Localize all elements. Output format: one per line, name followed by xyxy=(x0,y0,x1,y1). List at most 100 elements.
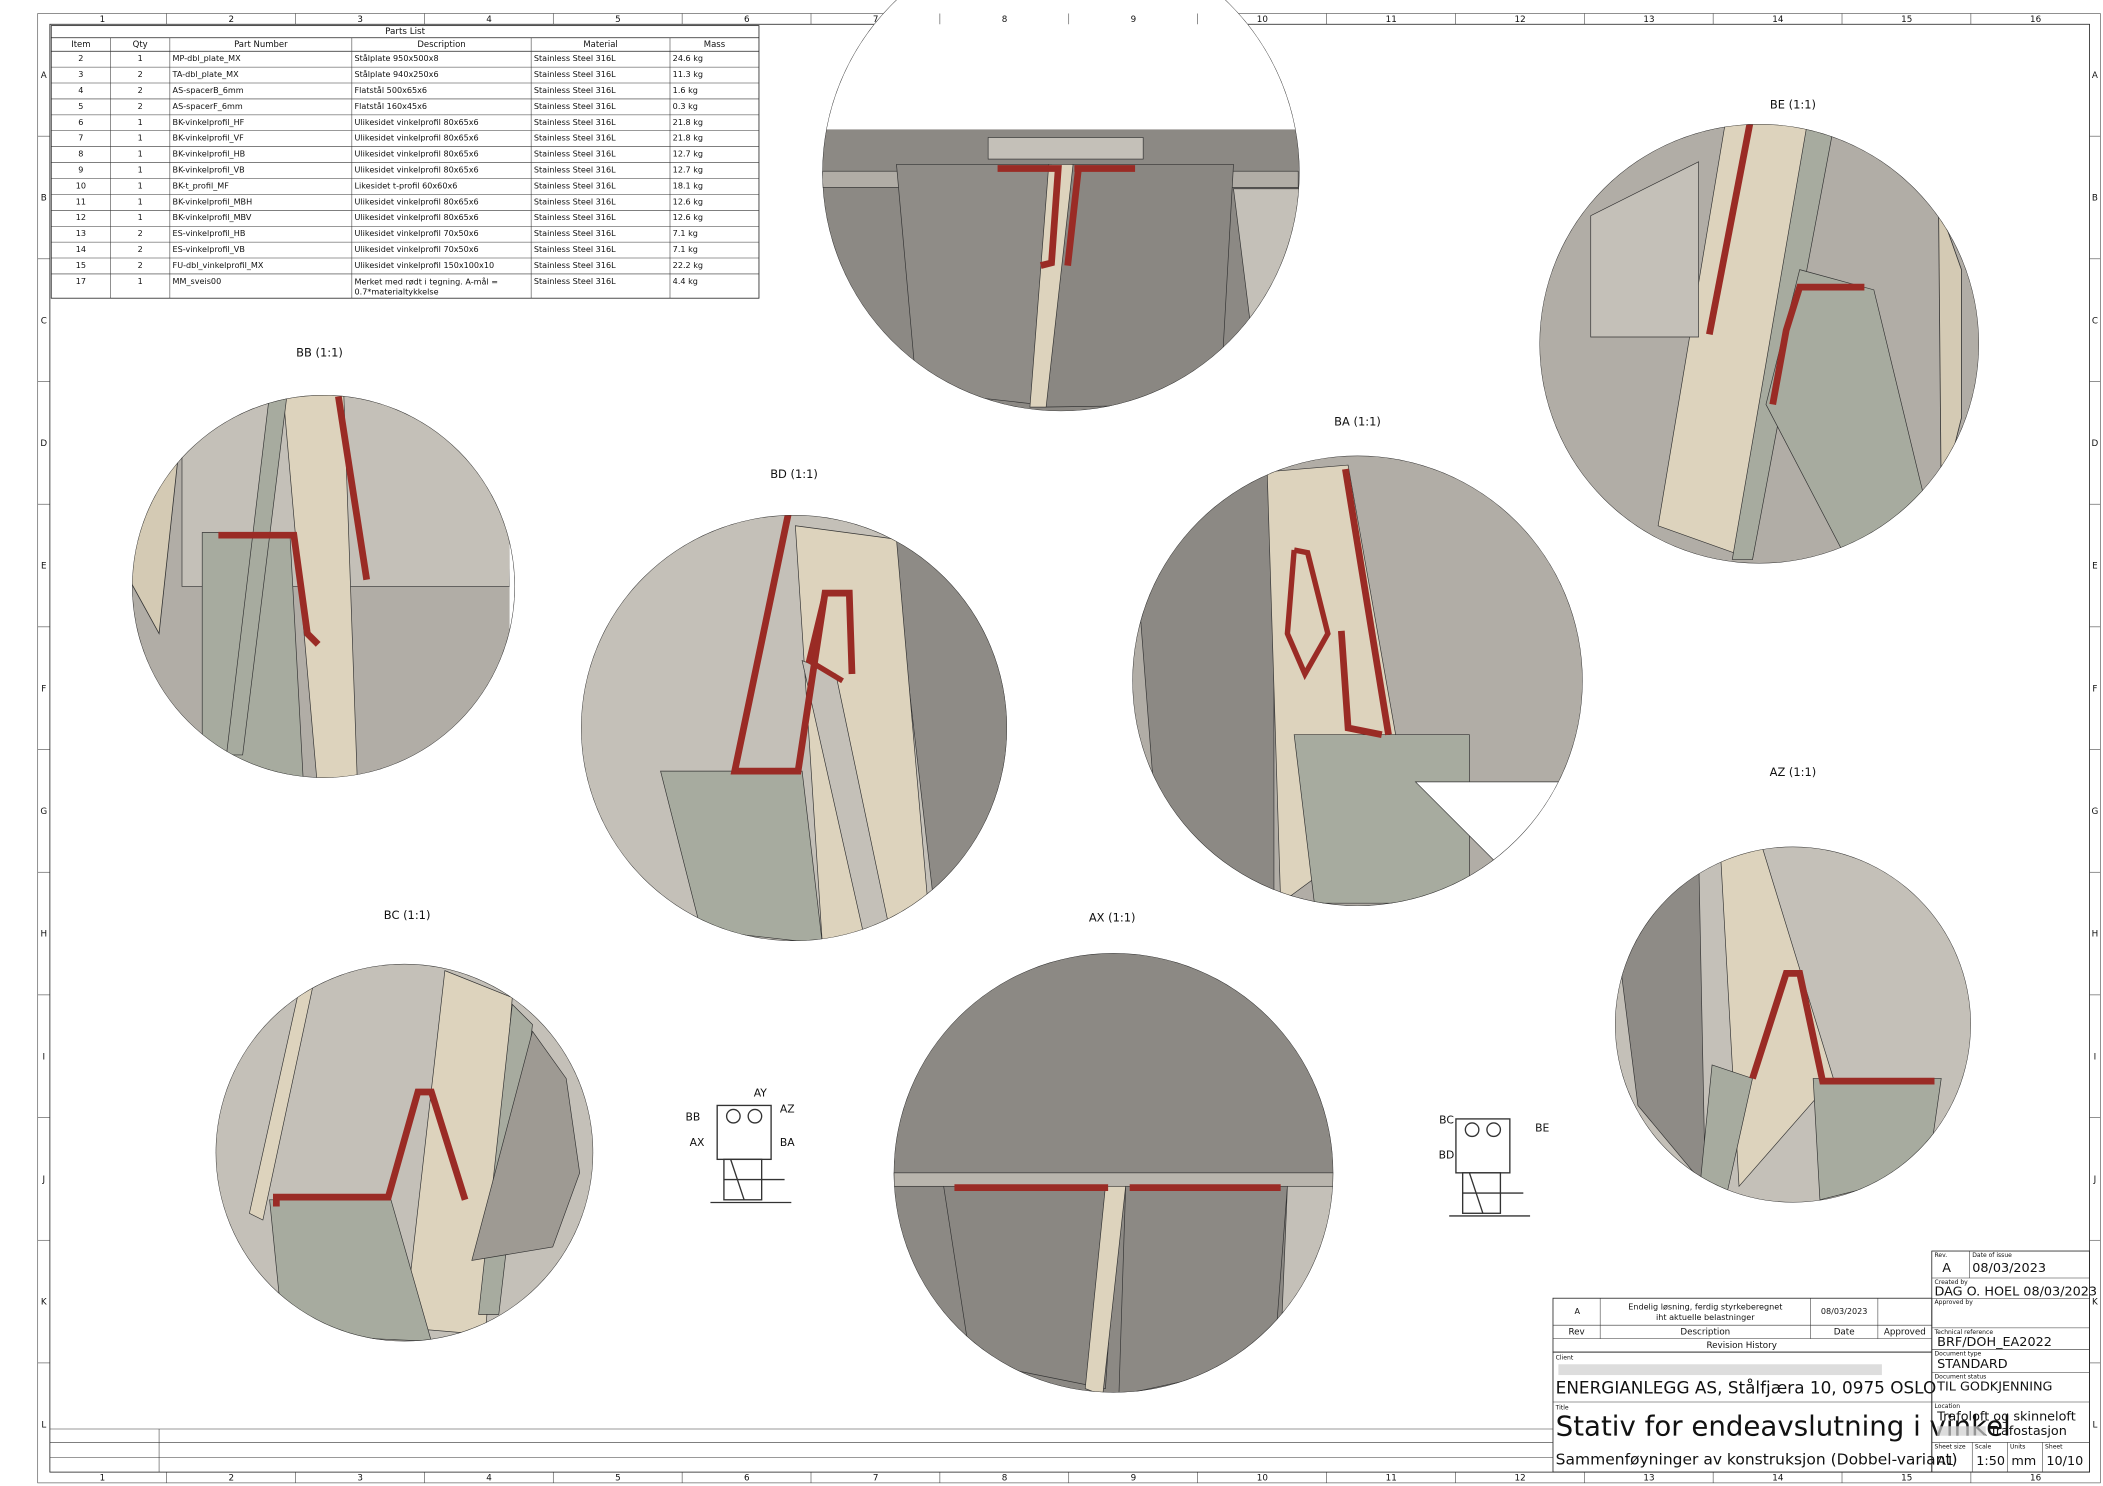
column-label: 13 xyxy=(1643,1474,1654,1484)
table-cell: Stainless Steel 316L xyxy=(534,53,616,63)
field-label: Sheet size xyxy=(1934,1444,1965,1451)
frame-part xyxy=(1468,1172,1484,1214)
table-cell: Stålplate 940x250x6 xyxy=(355,69,439,79)
cell-line: Merket med rødt i tegning. A-mål = xyxy=(355,276,499,286)
frame-part xyxy=(747,1108,763,1124)
column-label: 11 xyxy=(1386,15,1397,25)
table-cell: Stainless Steel 316L xyxy=(534,228,616,238)
table-cell: ES-vinkelprofil_HB xyxy=(173,228,246,238)
table-cell: 4.4 kg xyxy=(673,276,698,286)
table-cell: AS-spacerF_6mm xyxy=(173,101,243,111)
table-cell: MM_sveis00 xyxy=(173,276,222,286)
field-label: Document status xyxy=(1934,1373,1986,1380)
column-label: 3 xyxy=(357,1474,363,1484)
table-cell: Stainless Steel 316L xyxy=(534,244,616,254)
field-value: Trafoloft og skinneloft xyxy=(1936,1409,2076,1424)
column-label: 14 xyxy=(1772,15,1784,25)
column-label: 1 xyxy=(100,15,106,25)
view-part xyxy=(471,1030,581,1261)
table-cell: 12.6 kg xyxy=(673,196,703,206)
revision-cell: A xyxy=(1574,1306,1580,1316)
frame-part xyxy=(1464,1122,1480,1138)
table-cell: 1 xyxy=(138,133,143,143)
view-part xyxy=(730,514,856,775)
revision-header: Description xyxy=(1680,1327,1730,1337)
table-cell: 2 xyxy=(138,260,143,270)
overview-label: BC xyxy=(1439,1113,1454,1126)
row-label: B xyxy=(2092,194,2098,204)
row-label: J xyxy=(2093,1175,2097,1185)
table-cell: 1 xyxy=(138,53,143,63)
field-value: DAG O. HOEL 08/03/2023 xyxy=(1934,1285,2097,1300)
column-label: 7 xyxy=(873,1474,879,1484)
field-value: 1:50 xyxy=(1976,1454,2005,1469)
view-part xyxy=(1769,283,1865,406)
view-label: BB (1:1) xyxy=(296,346,343,360)
overview-label: AY xyxy=(754,1086,768,1099)
view-part xyxy=(1590,161,1699,338)
field-value: STANDARD xyxy=(1937,1357,2008,1372)
row-label: C xyxy=(2092,316,2098,326)
table-cell: Stainless Steel 316L xyxy=(534,69,616,79)
field-label: Rev. xyxy=(1934,1252,1947,1259)
column-label: 2 xyxy=(229,1474,235,1484)
row-label: H xyxy=(2092,930,2099,940)
field-label: Scale xyxy=(1975,1444,1992,1451)
table-cell: 13 xyxy=(76,228,86,238)
row-label: F xyxy=(2092,684,2097,694)
row-label: E xyxy=(41,562,47,572)
table-cell: Ulikesidet vinkelprofil 80x65x6 xyxy=(355,149,479,159)
table-cell: Merket med rødt i tegning. A-mål = 0.7*ma… xyxy=(355,276,499,296)
field-label: Sheet xyxy=(2045,1444,2063,1451)
parts-list-frame: Parts List Item Qty Part Number Description M… xyxy=(50,25,760,299)
table-cell: Stainless Steel 316L xyxy=(534,117,616,127)
view-part xyxy=(1064,165,1136,266)
table-cell: Ulikesidet vinkelprofil 80x65x6 xyxy=(355,164,479,174)
cell-line: 0.7*materialtykkelse xyxy=(355,286,439,296)
table-cell: 21.8 kg xyxy=(673,133,703,143)
table-cell: 10 xyxy=(76,180,86,190)
detail-views: AY (1:1)BE (1:1)BB (1:1)BD (1:1)BA (1:1)… xyxy=(132,0,1979,1393)
table-cell: Stainless Steel 316L xyxy=(534,212,616,222)
table-cell: Flatstål 160x45x6 xyxy=(355,101,428,111)
field-label: Date of issue xyxy=(1972,1252,2012,1259)
row-label: I xyxy=(43,1052,46,1062)
overview-label: BD xyxy=(1439,1148,1455,1161)
view-part xyxy=(272,1088,469,1207)
table-cell: Ulikesidet vinkelprofil 80x65x6 xyxy=(355,212,479,222)
column-header: Item xyxy=(71,40,90,50)
table-cell: 4 xyxy=(78,85,83,95)
overview-label: AZ xyxy=(780,1102,795,1115)
table-cell: Stålplate 950x500x8 xyxy=(355,53,439,63)
row-label: I xyxy=(2094,1052,2097,1062)
detail-view xyxy=(215,963,594,1342)
table-cell: 3 xyxy=(78,69,83,79)
row-label: K xyxy=(41,1298,47,1308)
row-label: H xyxy=(41,930,48,940)
revision-caption: Revision History xyxy=(1706,1341,1776,1351)
table-cell: Ulikesidet vinkelprofil 80x65x6 xyxy=(355,117,479,127)
redacted xyxy=(1558,1364,1882,1376)
table-cell: Ulikesidet vinkelprofil 80x65x6 xyxy=(355,196,479,206)
field-label: Approved by xyxy=(1934,1299,1973,1306)
table-cell: 12.7 kg xyxy=(673,164,703,174)
column-label: 10 xyxy=(1257,1474,1268,1484)
table-cell: 1 xyxy=(138,276,143,286)
table-cell: 24.6 kg xyxy=(673,53,703,63)
table-cell: 2 xyxy=(78,53,83,63)
overview-frame xyxy=(1449,1118,1531,1217)
table-cell: TA-dbl_plate_MX xyxy=(172,69,240,79)
table-cell: Ulikesidet vinkelprofil 70x50x6 xyxy=(355,244,479,254)
view-part xyxy=(226,394,288,756)
table-cell: 1 xyxy=(138,149,143,159)
column-label: 16 xyxy=(2030,1474,2042,1484)
row-label: D xyxy=(2092,439,2099,449)
table-cell: Ulikesidet vinkelprofil 70x50x6 xyxy=(355,228,479,238)
detail-view xyxy=(1132,455,1583,906)
row-label: G xyxy=(2092,807,2099,817)
table-cell: 1 xyxy=(138,117,143,127)
table-cell: 5 xyxy=(78,101,83,111)
field-value: mm xyxy=(2011,1454,2036,1469)
view-part xyxy=(282,394,358,778)
